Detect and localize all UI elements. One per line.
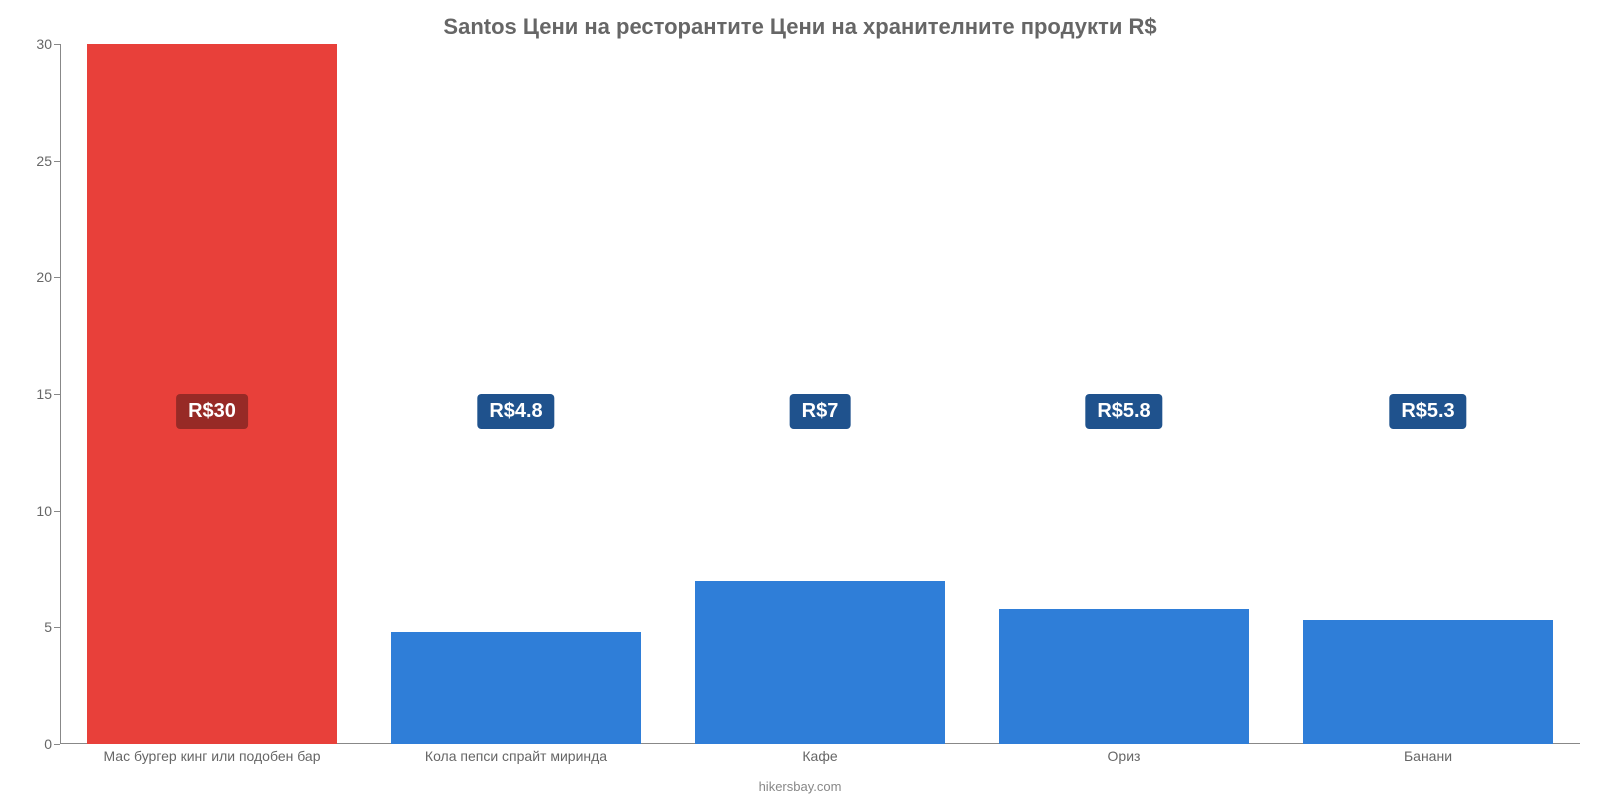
chart-title: Santos Цени на ресторантите Цени на хран…	[0, 14, 1600, 40]
value-badge: R$5.8	[1085, 394, 1162, 429]
bar-slot: R$7	[668, 44, 972, 744]
bar	[1303, 620, 1552, 744]
value-badge: R$30	[176, 394, 248, 429]
chart-container: Santos Цени на ресторантите Цени на хран…	[0, 0, 1600, 800]
bars-group: R$30 R$4.8 R$7 R$5.8 R$5.3	[60, 44, 1580, 744]
chart-footer: hikersbay.com	[0, 779, 1600, 794]
value-badge: R$7	[790, 394, 851, 429]
bar-slot: R$5.3	[1276, 44, 1580, 744]
bar-slot: R$5.8	[972, 44, 1276, 744]
x-axis-label: Кола пепси спрайт миринда	[364, 748, 668, 764]
x-axis-label: Кафе	[668, 748, 972, 764]
bar	[391, 632, 640, 744]
x-axis-label: Мас бургер кинг или подобен бар	[60, 748, 364, 764]
bar-slot: R$4.8	[364, 44, 668, 744]
x-labels-group: Мас бургер кинг или подобен барКола пепс…	[60, 748, 1580, 764]
x-axis-label: Ориз	[972, 748, 1276, 764]
bar	[695, 581, 944, 744]
value-badge: R$5.3	[1389, 394, 1466, 429]
y-tick-mark	[54, 744, 60, 745]
bar-slot: R$30	[60, 44, 364, 744]
bar	[999, 609, 1248, 744]
x-axis-label: Банани	[1276, 748, 1580, 764]
plot-area: 051015202530 R$30R$4.8R$7R$5.8R$5.3	[60, 44, 1580, 744]
value-badge: R$4.8	[477, 394, 554, 429]
